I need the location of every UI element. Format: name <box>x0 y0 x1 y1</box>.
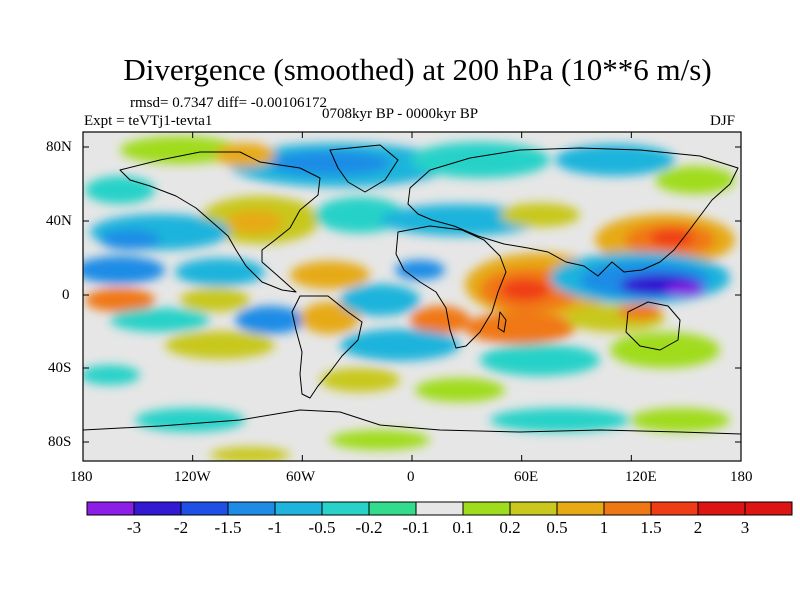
field-blob <box>395 260 445 280</box>
eurasia-coast <box>407 147 739 277</box>
colorbar <box>86 501 793 516</box>
field-blob <box>340 329 460 361</box>
lat-tick-label: 40S <box>48 360 72 376</box>
colorbar-label: -0.5 <box>308 518 336 537</box>
lon-tick-label: 120E <box>625 469 657 485</box>
field-blob <box>270 151 390 175</box>
field-blob <box>650 229 694 247</box>
lat-tick-label: 0 <box>62 287 70 303</box>
field-blob <box>500 203 580 227</box>
colorbar-swatch <box>509 501 558 516</box>
experiment-label: Expt = teVTj1-tevta1 <box>84 113 213 129</box>
lon-tick-label: 120W <box>174 469 211 485</box>
field-blob <box>415 378 505 402</box>
colorbar-swatch <box>227 501 276 516</box>
season-label: DJF <box>710 113 736 129</box>
field-blob <box>500 279 550 301</box>
divergence-field <box>83 136 735 461</box>
colorbar-label: 0.1 <box>452 518 474 537</box>
period-label: 0708kyr BP - 0000kyr BP <box>322 106 479 122</box>
lon-tick-label: 0 <box>407 469 415 485</box>
colorbar-swatch <box>556 501 605 516</box>
colorbar-swatch <box>603 501 652 516</box>
colorbar-label: -2 <box>173 518 189 537</box>
field-blob <box>100 230 160 250</box>
madagascar-coast <box>497 311 507 333</box>
colorbar-swatch <box>86 501 135 516</box>
lon-tick-label: 180 <box>730 469 753 485</box>
lat-tick-label: 40N <box>46 213 72 229</box>
field-blob <box>630 408 730 432</box>
colorbar-swatch <box>133 501 182 516</box>
field-blob <box>210 447 290 461</box>
colorbar-swatch <box>650 501 699 516</box>
colorbar-label: -1.5 <box>214 518 242 537</box>
field-blob <box>665 284 705 296</box>
colorbar-swatch <box>180 501 229 516</box>
field-blob <box>85 176 155 204</box>
field-blob <box>83 365 140 385</box>
lon-tick-label: 180 <box>70 469 93 485</box>
lat-tick-label: 80N <box>46 139 72 155</box>
field-blob <box>410 306 470 334</box>
colorbar-label: -1 <box>267 518 283 537</box>
lon-tick-label: 60E <box>514 469 539 485</box>
field-blob <box>410 142 550 178</box>
field-blob <box>618 304 662 320</box>
field-blob <box>135 408 245 432</box>
axis-ticks <box>82 132 742 461</box>
field-blob <box>465 312 575 344</box>
field-blob <box>340 284 420 316</box>
lon-tick-label: 60W <box>286 469 316 485</box>
colorbar-swatch <box>744 501 793 516</box>
coastlines <box>83 144 741 435</box>
field-blob <box>110 308 210 332</box>
field-blob <box>227 210 283 234</box>
field-blob <box>610 332 720 368</box>
field-blob <box>330 430 430 450</box>
africa-coast <box>395 225 507 349</box>
colorbar-label: 0.2 <box>499 518 521 537</box>
colorbar-label: 0.5 <box>546 518 568 537</box>
antarctica-coast <box>83 409 741 435</box>
field-blob <box>175 258 265 286</box>
colorbar-swatch <box>415 501 464 516</box>
lat-tick-label: 80S <box>48 434 72 450</box>
field-blob <box>165 331 275 359</box>
field-blob <box>320 368 400 392</box>
field-blob <box>83 256 165 284</box>
plot-area <box>83 132 741 461</box>
colorbar-label: -0.1 <box>402 518 430 537</box>
colorbar-swatch <box>368 501 417 516</box>
field-blob <box>315 197 405 233</box>
south-america-coast <box>291 295 363 399</box>
field-blob <box>490 408 630 432</box>
field-blob <box>480 344 600 376</box>
colorbar-label: -3 <box>126 518 142 537</box>
greenland-coast <box>329 144 399 193</box>
field-blob <box>555 144 675 176</box>
colorbar-swatch <box>462 501 511 516</box>
colorbar-swatch <box>321 501 370 516</box>
colorbar-label: 1 <box>599 518 609 537</box>
colorbar-swatch <box>274 501 323 516</box>
colorbar-label: -0.2 <box>355 518 383 537</box>
colorbar-label: 2 <box>693 518 703 537</box>
field-blob <box>655 166 735 194</box>
north-america-coast <box>119 151 321 293</box>
field-blob <box>180 288 250 312</box>
stats-line: rmsd= 0.7347 diff= -0.00106172 <box>130 95 328 111</box>
australia-coast <box>625 301 681 351</box>
field-blob <box>120 136 240 164</box>
field-blob <box>235 306 305 334</box>
colorbar-label: 3 <box>740 518 750 537</box>
map-title: Divergence (smoothed) at 200 hPa (10**6 … <box>123 52 712 87</box>
colorbar-swatch <box>697 501 746 516</box>
colorbar-label: 1.5 <box>640 518 662 537</box>
field-blob <box>85 288 155 312</box>
field-blob <box>290 261 370 289</box>
